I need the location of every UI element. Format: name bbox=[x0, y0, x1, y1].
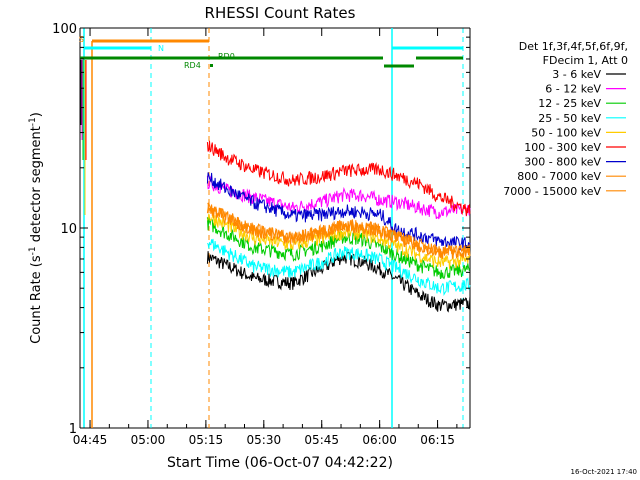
series-line-1 bbox=[206, 175, 471, 220]
series-group bbox=[80, 60, 471, 313]
x-tick-label: 05:00 bbox=[131, 433, 166, 447]
series-line-4 bbox=[206, 213, 471, 270]
legend-label: 800 - 7000 keV bbox=[517, 170, 601, 183]
timestamp: 16-Oct-2021 17:40 bbox=[571, 468, 637, 476]
legend-label: 12 - 25 keV bbox=[538, 97, 601, 110]
y-label-sup-1: -1 bbox=[28, 246, 38, 255]
y-label-part-2: detector segment bbox=[29, 126, 44, 246]
chart-title: RHESSI Count Rates bbox=[205, 4, 356, 22]
x-tick-label: 05:15 bbox=[189, 433, 224, 447]
legend-header: FDecim 1, Att 0 bbox=[543, 54, 628, 67]
x-tick-label: 05:30 bbox=[247, 433, 282, 447]
legend-label: 100 - 300 keV bbox=[524, 141, 601, 154]
y-tick-label: 1 bbox=[69, 422, 77, 437]
axes-group: 04:45 05:00 05:15 05:30 05:45 06:00 06:15 1 10 10… bbox=[52, 22, 470, 447]
x-tick-label: 06:15 bbox=[420, 433, 455, 447]
legend-header: Det 1f,3f,4f,5f,6f,9f, bbox=[519, 40, 628, 53]
y-tick-label: 100 bbox=[52, 22, 77, 37]
legend-label: 300 - 800 keV bbox=[524, 156, 601, 169]
legend-label: 6 - 12 keV bbox=[545, 83, 601, 96]
legend-label: 25 - 50 keV bbox=[538, 112, 601, 125]
y-label-part-1: Count Rate (s bbox=[29, 255, 44, 344]
x-axis-label: Start Time (06-Oct-07 04:42:22) bbox=[167, 455, 393, 471]
series-line-8 bbox=[206, 202, 471, 260]
y-label-part-3: ) bbox=[29, 112, 44, 117]
series-line-6 bbox=[206, 172, 471, 251]
x-tick-label: 06:00 bbox=[362, 433, 397, 447]
series-line-3 bbox=[207, 238, 471, 297]
x-tick-label: 05:45 bbox=[304, 433, 339, 447]
legend-label: 7000 - 15000 keV bbox=[503, 185, 601, 198]
decimation-marker bbox=[210, 64, 213, 67]
annotation-label: RD4 bbox=[184, 61, 201, 70]
y-axis-label: Count Rate (s-1 detector segment-1) bbox=[28, 112, 44, 344]
legend: Det 1f,3f,4f,5f,6f,9f,FDecim 1, Att 03 -… bbox=[503, 40, 628, 198]
annotation-label: N bbox=[158, 44, 164, 53]
annotation-label: RD0 bbox=[218, 52, 235, 61]
y-tick-label: 10 bbox=[60, 222, 77, 237]
annotation-group: N RD0 RD4 S bbox=[79, 35, 235, 70]
plot-frame bbox=[79, 27, 471, 429]
legend-label: 50 - 100 keV bbox=[531, 126, 601, 139]
y-label-sup-2: -1 bbox=[28, 117, 38, 126]
series-line-0 bbox=[206, 251, 471, 313]
series-line-5 bbox=[206, 140, 471, 216]
x-tick-label: 04:45 bbox=[73, 433, 108, 447]
legend-label: 3 - 6 keV bbox=[552, 68, 601, 81]
annotation-label: S bbox=[79, 35, 84, 44]
